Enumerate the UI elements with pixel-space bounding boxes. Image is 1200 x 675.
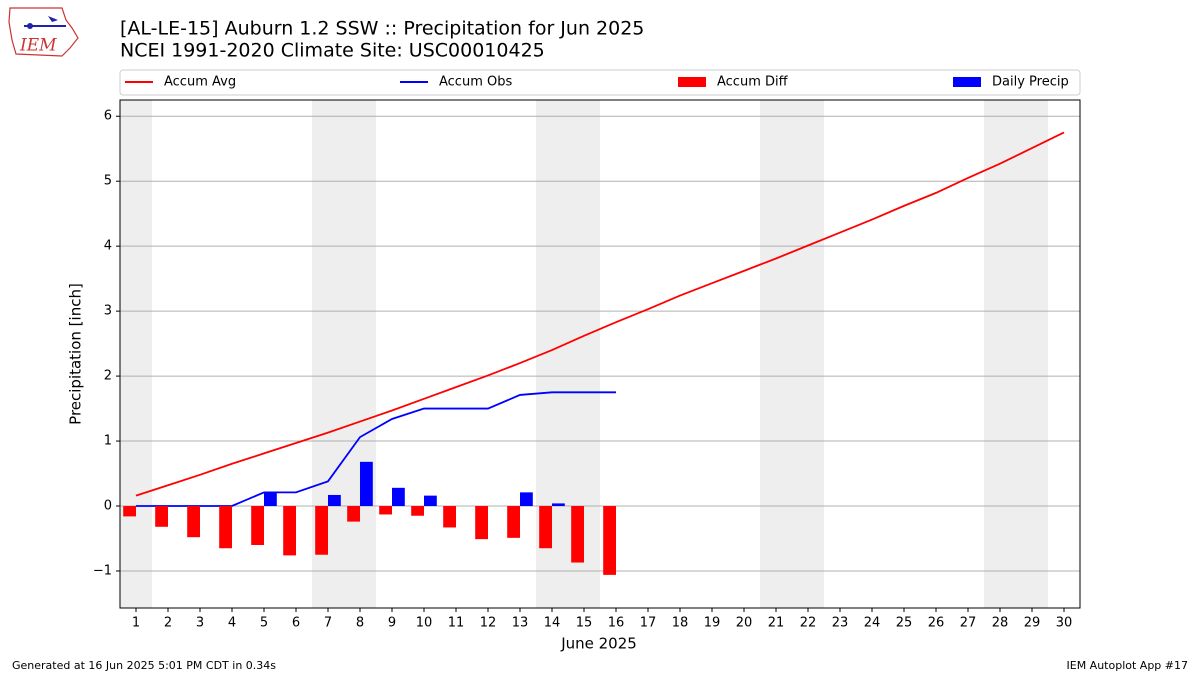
x-tick-label: 30	[1056, 616, 1073, 631]
x-tick-label: 8	[356, 616, 364, 631]
bar	[507, 506, 520, 538]
bar	[123, 506, 136, 517]
x-tick-label: 24	[864, 616, 881, 631]
x-tick-label: 18	[672, 616, 689, 631]
bar	[219, 506, 232, 549]
x-tick-label: 3	[196, 616, 204, 631]
bar	[315, 506, 328, 555]
x-tick-label: 11	[448, 616, 465, 631]
chart-title: [AL-LE-15] Auburn 1.2 SSW :: Precipitati…	[120, 18, 644, 40]
x-tick-label: 12	[480, 616, 497, 631]
legend-label: Accum Avg	[164, 75, 236, 90]
y-tick-label: 1	[104, 434, 112, 449]
bar	[264, 492, 277, 507]
legend-label: Daily Precip	[992, 75, 1069, 90]
y-tick-label: −1	[93, 563, 112, 578]
weekend-shade	[760, 100, 824, 608]
x-tick-label: 19	[704, 616, 721, 631]
bar	[539, 506, 552, 549]
footer-left: Generated at 16 Jun 2025 5:01 PM CDT in …	[12, 659, 276, 672]
bar	[411, 506, 424, 516]
x-tick-label: 2	[164, 616, 172, 631]
bar	[379, 506, 392, 515]
y-tick-label: 5	[104, 174, 112, 189]
x-tick-label: 21	[768, 616, 785, 631]
logo-text: IEM	[19, 36, 57, 56]
legend-box	[119, 69, 1081, 96]
weekend-shade	[984, 100, 1048, 608]
legend-swatch	[953, 77, 981, 87]
logo-dot	[27, 23, 33, 29]
x-tick-label: 17	[640, 616, 657, 631]
x-tick-label: 5	[260, 616, 268, 631]
logo-vane	[48, 16, 58, 22]
x-tick-label: 16	[608, 616, 625, 631]
logo-outline	[8, 7, 79, 57]
x-tick-label: 25	[896, 616, 913, 631]
bar	[360, 461, 373, 507]
x-tick-label: 22	[800, 616, 817, 631]
bar	[155, 506, 168, 527]
x-tick-label: 15	[576, 616, 593, 631]
x-tick-label: 27	[960, 616, 977, 631]
x-tick-label: 1	[132, 616, 140, 631]
x-tick-label: 20	[736, 616, 753, 631]
x-tick-label: 29	[1024, 616, 1041, 631]
y-tick-label: 2	[104, 369, 112, 384]
bar	[347, 506, 360, 522]
x-tick-label: 13	[512, 616, 529, 631]
x-tick-label: 4	[228, 616, 236, 631]
legend-label: Accum Diff	[717, 75, 789, 90]
bar	[392, 487, 405, 507]
footer-right: IEM Autoplot App #17	[1067, 659, 1189, 672]
y-tick-label: 0	[104, 499, 112, 514]
y-tick-label: 4	[104, 239, 112, 254]
legend-label: Accum Obs	[439, 75, 512, 90]
bar	[328, 494, 341, 507]
plot-frame	[119, 99, 1081, 609]
bar	[552, 503, 565, 507]
bar	[475, 506, 488, 540]
line	[136, 391, 616, 507]
x-tick-label: 6	[292, 616, 300, 631]
chart-subtitle: NCEI 1991-2020 Climate Site: USC00010425	[120, 40, 545, 62]
x-tick-label: 10	[416, 616, 433, 631]
bar	[424, 495, 437, 507]
bar	[443, 506, 456, 528]
x-tick-label: 23	[832, 616, 849, 631]
x-tick-label: 26	[928, 616, 945, 631]
y-tick-label: 6	[104, 109, 112, 124]
bar	[520, 492, 533, 507]
line	[135, 131, 1065, 497]
x-axis-label: June 2025	[560, 635, 637, 653]
x-tick-label: 9	[388, 616, 396, 631]
bar	[187, 506, 200, 538]
x-tick-label: 14	[544, 616, 561, 631]
x-tick-label: 7	[324, 616, 332, 631]
bar	[603, 506, 616, 575]
x-tick-label: 28	[992, 616, 1009, 631]
bar	[571, 506, 584, 563]
legend-swatch	[678, 77, 706, 87]
y-axis-label: Precipitation [inch]	[67, 283, 85, 425]
bar	[251, 506, 264, 545]
y-tick-label: 3	[104, 304, 112, 319]
logo: IEM	[8, 7, 79, 57]
weekend-shade	[120, 100, 152, 608]
bar	[283, 506, 296, 556]
